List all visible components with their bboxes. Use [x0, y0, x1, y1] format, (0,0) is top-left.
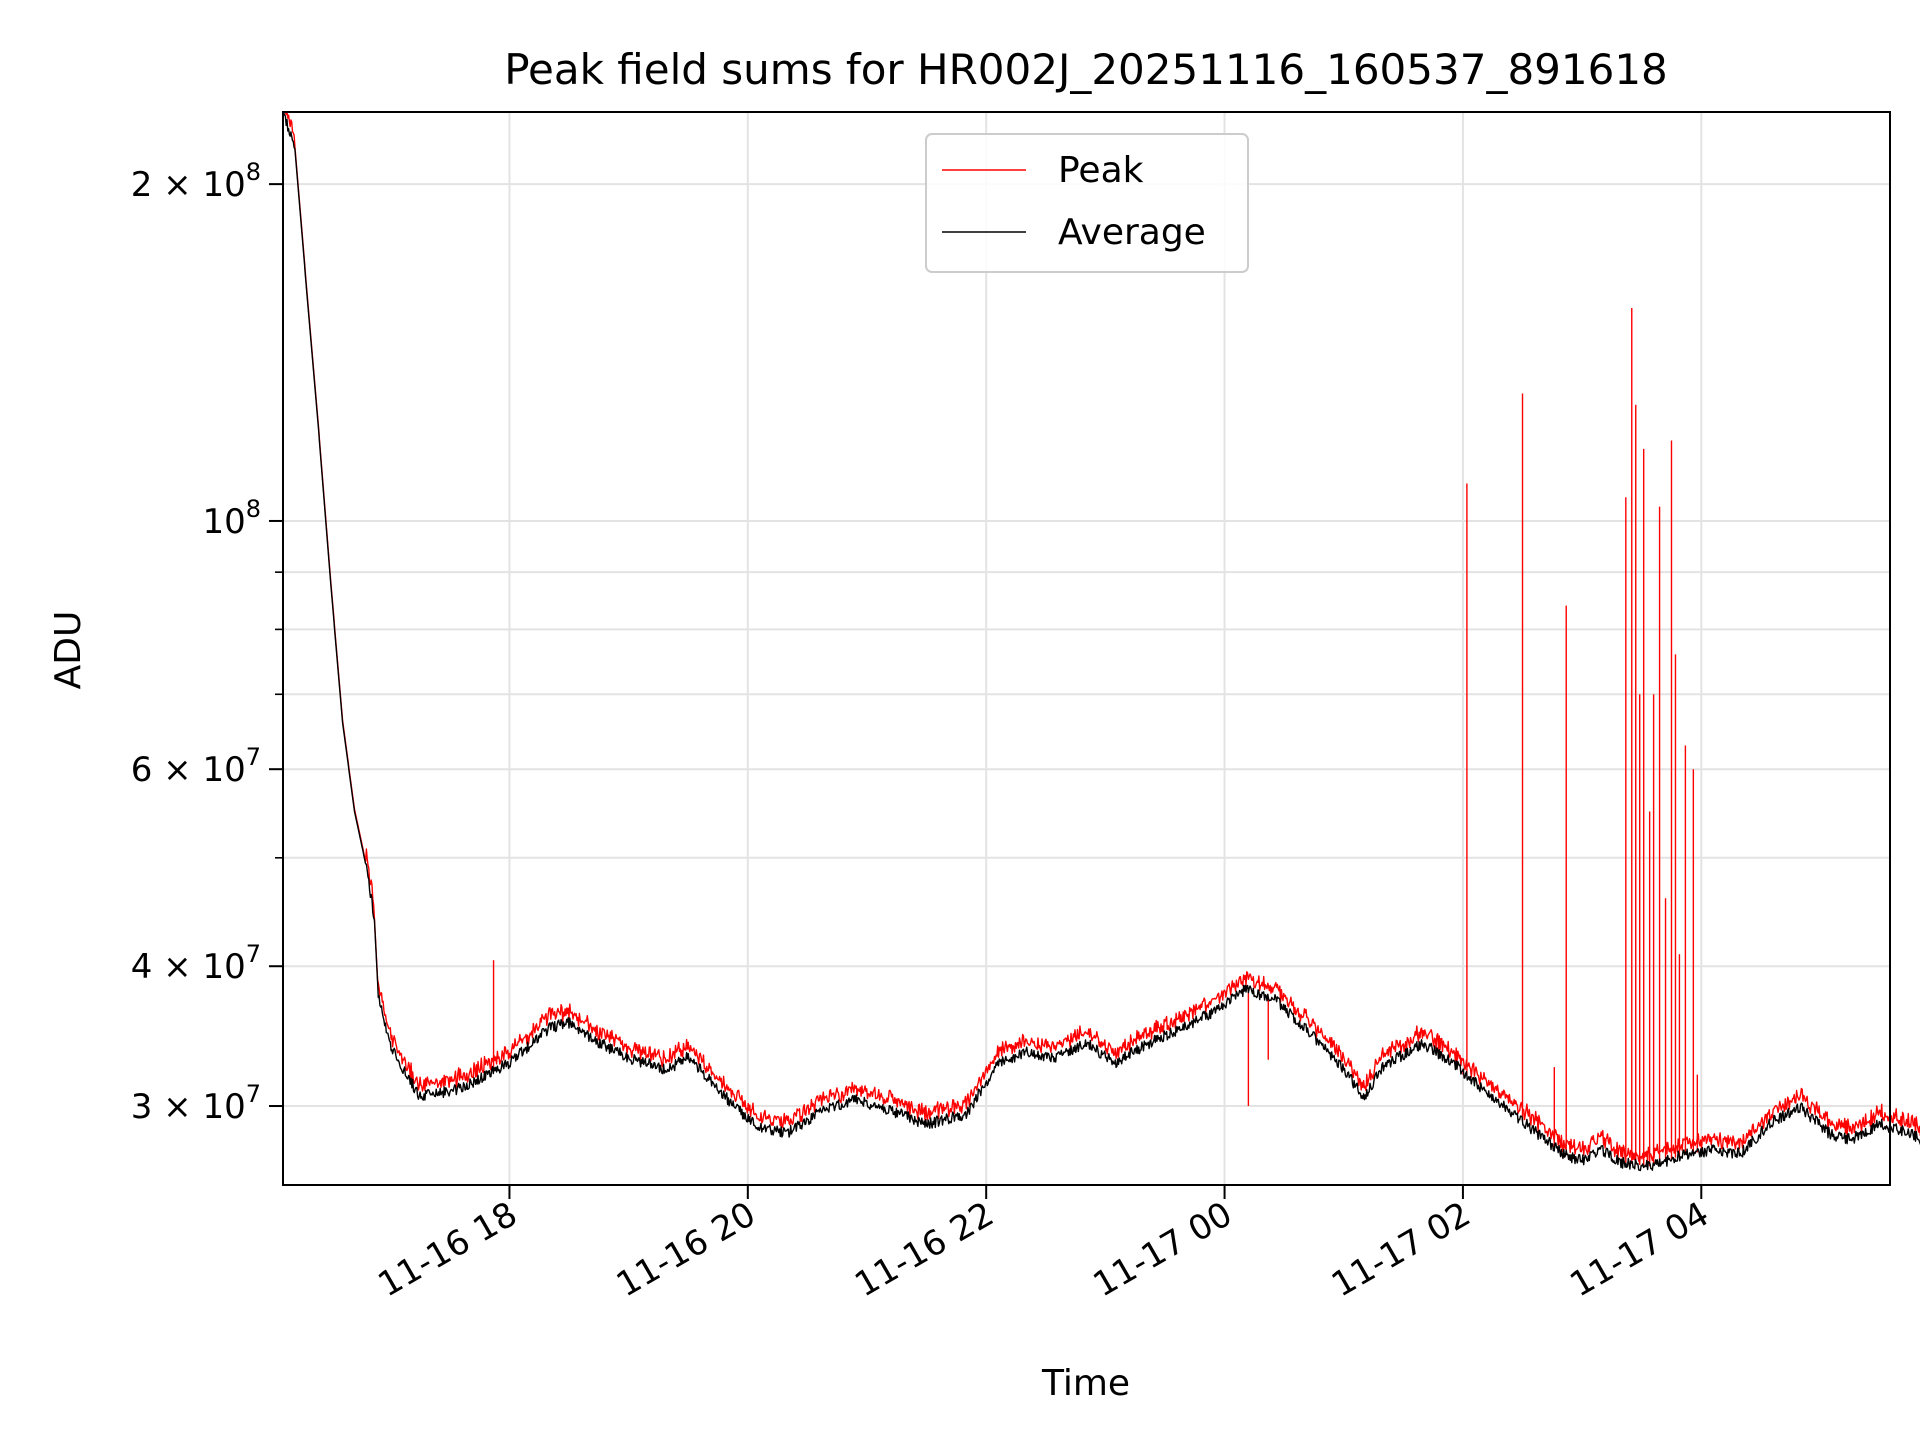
x-axis-label: Time — [1041, 1363, 1130, 1404]
average-series-line — [282, 112, 1920, 1172]
legend-box — [925, 133, 1249, 273]
y-tick-label: 108 — [202, 495, 261, 542]
grid — [283, 112, 1890, 1185]
legend: Peak Average — [925, 133, 1249, 273]
y-tick-label: 2 × 108 — [131, 158, 261, 205]
plot-frame — [282, 111, 1891, 1186]
chart-title: Peak field sums for HR002J_20251116_1605… — [504, 45, 1668, 94]
peak-series-line — [283, 111, 1920, 1164]
legend-label-peak: Peak — [1058, 150, 1144, 191]
y-tick-label: 3 × 107 — [131, 1080, 261, 1127]
y-axis-label: ADU — [48, 611, 89, 690]
series-layer — [282, 111, 1920, 1172]
y-tick-label: 6 × 107 — [131, 743, 261, 790]
legend-label-average: Average — [1058, 212, 1206, 253]
y-tick-label: 4 × 107 — [131, 940, 261, 987]
